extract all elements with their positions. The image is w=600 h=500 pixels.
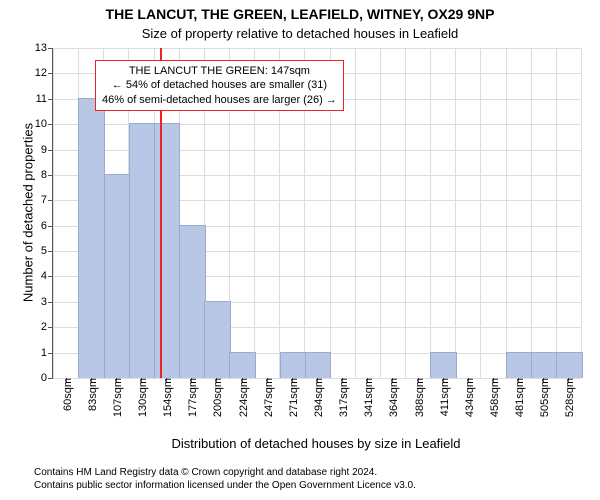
footer-line-1: Contains HM Land Registry data © Crown c…	[34, 466, 416, 479]
xtick-label: 317sqm	[334, 378, 350, 417]
ytick-label: 7	[41, 194, 53, 206]
bar	[154, 123, 181, 378]
bar	[430, 352, 457, 378]
annotation-line-2: ← 54% of detached houses are smaller (31…	[102, 78, 337, 92]
xtick-label: 224sqm	[234, 378, 250, 417]
ytick-label: 5	[41, 245, 53, 257]
xtick-label: 107sqm	[108, 378, 124, 417]
bar	[179, 225, 206, 378]
gridline-v	[430, 48, 431, 378]
ytick-label: 12	[35, 67, 53, 79]
footer-attribution: Contains HM Land Registry data © Crown c…	[34, 466, 416, 492]
xtick-label: 247sqm	[259, 378, 275, 417]
xtick-label: 60sqm	[58, 378, 74, 411]
gridline-v	[556, 48, 557, 378]
gridline-h	[53, 48, 581, 49]
ytick-label: 9	[41, 144, 53, 156]
xtick-label: 481sqm	[510, 378, 526, 417]
xtick-label: 83sqm	[83, 378, 99, 411]
xtick-label: 200sqm	[208, 378, 224, 417]
x-axis-label: Distribution of detached houses by size …	[52, 436, 580, 451]
ytick-label: 2	[41, 321, 53, 333]
plot-area: 01234567891011121360sqm83sqm107sqm130sqm…	[52, 48, 581, 379]
xtick-label: 271sqm	[284, 378, 300, 417]
xtick-label: 130sqm	[133, 378, 149, 417]
ytick-label: 4	[41, 270, 53, 282]
xtick-label: 341sqm	[359, 378, 375, 417]
y-axis-label: Number of detached properties	[21, 113, 36, 313]
annotation-line-3: 46% of semi-detached houses are larger (…	[102, 93, 337, 107]
xtick-label: 528sqm	[560, 378, 576, 417]
ytick-label: 6	[41, 220, 53, 232]
histogram-chart: THE LANCUT, THE GREEN, LEAFIELD, WITNEY,…	[0, 0, 600, 500]
xtick-label: 411sqm	[435, 378, 451, 416]
bar	[531, 352, 558, 378]
annotation-line-1: THE LANCUT THE GREEN: 147sqm	[102, 64, 337, 78]
ytick-label: 11	[36, 93, 53, 105]
gridline-v	[355, 48, 356, 378]
xtick-label: 505sqm	[535, 378, 551, 417]
xtick-label: 294sqm	[309, 378, 325, 417]
bar	[305, 352, 332, 378]
gridline-v	[455, 48, 456, 378]
xtick-label: 434sqm	[460, 378, 476, 417]
gridline-v	[405, 48, 406, 378]
chart-subtitle: Size of property relative to detached ho…	[0, 26, 600, 41]
bar	[280, 352, 307, 378]
xtick-label: 364sqm	[384, 378, 400, 417]
bar	[204, 301, 231, 378]
gridline-v	[531, 48, 532, 378]
gridline-v	[380, 48, 381, 378]
xtick-label: 388sqm	[410, 378, 426, 417]
xtick-label: 458sqm	[485, 378, 501, 417]
gridline-v	[581, 48, 582, 378]
gridline-v	[506, 48, 507, 378]
ytick-label: 13	[35, 42, 53, 54]
annotation-box: THE LANCUT THE GREEN: 147sqm← 54% of det…	[95, 60, 344, 111]
ytick-label: 0	[41, 372, 53, 384]
ytick-label: 1	[41, 347, 53, 359]
bar	[506, 352, 533, 378]
footer-line-2: Contains public sector information licen…	[34, 479, 416, 492]
gridline-v	[53, 48, 54, 378]
bar	[78, 98, 105, 378]
gridline-v	[480, 48, 481, 378]
ytick-label: 3	[41, 296, 53, 308]
bar	[556, 352, 583, 378]
chart-title: THE LANCUT, THE GREEN, LEAFIELD, WITNEY,…	[0, 6, 600, 22]
bar	[129, 123, 156, 378]
bar	[229, 352, 256, 378]
xtick-label: 154sqm	[158, 378, 174, 417]
bar	[104, 174, 131, 378]
ytick-label: 8	[41, 169, 53, 181]
xtick-label: 177sqm	[183, 378, 199, 417]
ytick-label: 10	[35, 118, 53, 130]
